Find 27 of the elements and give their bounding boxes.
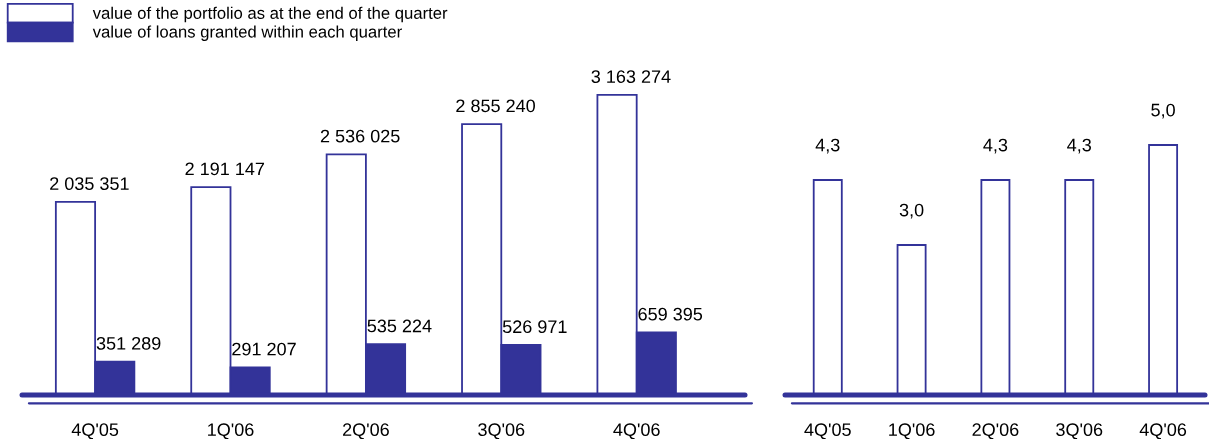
x-tick-label: 4Q'05 bbox=[71, 423, 119, 439]
x-tick-label: 4Q'05 bbox=[804, 423, 851, 439]
data-label: 3,0 bbox=[899, 203, 924, 219]
data-label: 526 971 bbox=[502, 320, 567, 334]
data-label: 2 191 147 bbox=[185, 162, 265, 176]
x-tick-label: 1Q'06 bbox=[889, 423, 935, 439]
data-label: 5,0 bbox=[1151, 103, 1175, 119]
legend-label: value of loans granted within each quarter bbox=[92, 25, 402, 41]
data-label: 351 289 bbox=[96, 336, 161, 350]
data-label: 3 163 274 bbox=[591, 70, 671, 84]
data-label: 659 395 bbox=[638, 307, 703, 321]
x-tick-label: 4Q'06 bbox=[613, 423, 660, 439]
x-tick-label: 4Q'06 bbox=[1139, 423, 1187, 439]
data-label: 4,3 bbox=[1067, 138, 1092, 154]
data-label: 291 207 bbox=[232, 342, 296, 356]
x-tick-label: 1Q'06 bbox=[208, 423, 254, 439]
x-tick-label: 2Q'06 bbox=[972, 423, 1019, 439]
data-label: 2 855 240 bbox=[456, 99, 536, 113]
x-tick-label: 2Q'06 bbox=[343, 423, 389, 439]
x-tick-label: 3Q'06 bbox=[478, 423, 525, 439]
data-label: 2 035 351 bbox=[50, 177, 129, 191]
data-label: 4,3 bbox=[983, 138, 1008, 154]
data-label: 4,3 bbox=[815, 138, 840, 154]
data-label: 2 536 025 bbox=[320, 129, 400, 143]
data-label: 535 224 bbox=[367, 319, 432, 333]
x-tick-label: 3Q'06 bbox=[1056, 423, 1103, 439]
legend-label: value of the portfolio as at the end of the quarter bbox=[92, 6, 448, 23]
